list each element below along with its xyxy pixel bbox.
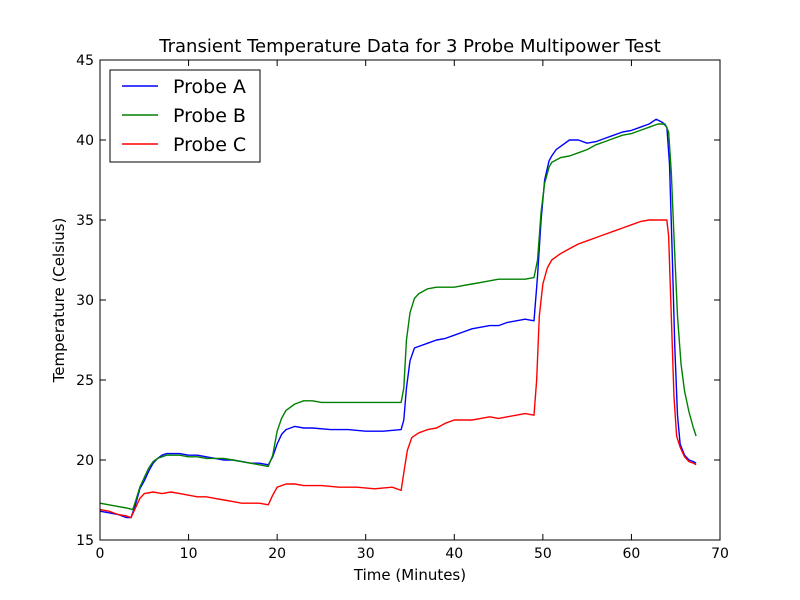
x-tick-label: 60 bbox=[623, 546, 641, 562]
plot-series bbox=[99, 118, 697, 519]
series-line-probe-a bbox=[99, 118, 697, 519]
y-axis-label: Temperature (Celsius) bbox=[50, 218, 68, 384]
y-tick-label: 25 bbox=[76, 373, 94, 389]
x-tick-label: 20 bbox=[268, 546, 286, 562]
y-tick-label: 15 bbox=[76, 533, 94, 549]
legend-label: Probe B bbox=[173, 105, 246, 127]
y-tick-label: 20 bbox=[76, 453, 94, 469]
legend: Probe A Probe B Probe C bbox=[109, 69, 261, 163]
x-tick-label: 50 bbox=[534, 546, 552, 562]
chart-title: Transient Temperature Data for 3 Probe M… bbox=[158, 36, 661, 57]
x-tick-label: 10 bbox=[180, 546, 198, 562]
x-axis-label: Time (Minutes) bbox=[353, 566, 466, 584]
legend-label: Probe A bbox=[173, 76, 246, 98]
x-tick-label: 30 bbox=[357, 546, 375, 562]
y-tick-label: 35 bbox=[76, 213, 94, 229]
axis-ticks: 0 10 20 30 40 50 60 70 15 20 25 30 35 40 45 bbox=[76, 53, 729, 562]
y-tick-label: 45 bbox=[76, 53, 94, 69]
x-tick-label: 40 bbox=[445, 546, 463, 562]
y-tick-label: 40 bbox=[76, 133, 94, 149]
series-line-probe-b bbox=[99, 123, 697, 511]
legend-label: Probe C bbox=[173, 134, 246, 156]
x-tick-label: 0 bbox=[96, 546, 105, 562]
series-line-probe-c bbox=[99, 219, 697, 519]
x-tick-label: 70 bbox=[711, 546, 729, 562]
y-tick-label: 30 bbox=[76, 293, 94, 309]
